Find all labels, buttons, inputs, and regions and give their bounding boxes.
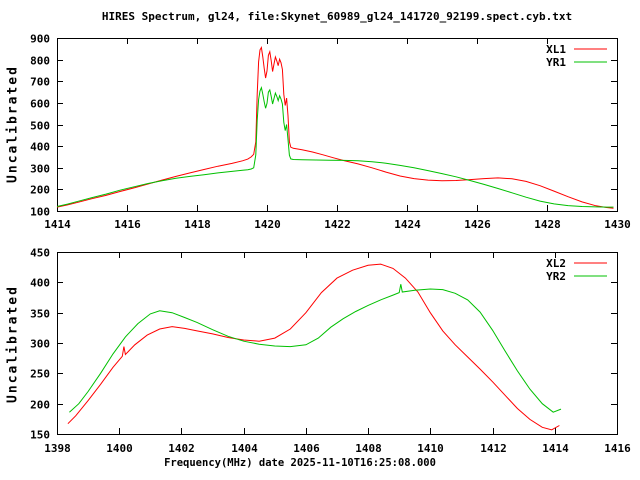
x-tick-label: 1406 bbox=[293, 442, 320, 455]
y-tick-label: 100 bbox=[30, 206, 50, 219]
x-tick-label: 1428 bbox=[534, 218, 561, 231]
y-tick-label: 150 bbox=[30, 429, 50, 442]
y-tick-label: 200 bbox=[30, 184, 50, 197]
x-tick-label: 1410 bbox=[417, 442, 444, 455]
y-tick-label: 200 bbox=[30, 399, 50, 412]
series-line-XL2 bbox=[67, 263, 560, 431]
x-tick-label: 1414 bbox=[542, 442, 569, 455]
series-line-YR1 bbox=[56, 86, 614, 208]
y-tick-label: 600 bbox=[30, 98, 50, 111]
x-tick-label: 1408 bbox=[355, 442, 382, 455]
legend-label-XL2: XL2 bbox=[546, 257, 566, 270]
x-tick-label: 1402 bbox=[168, 442, 195, 455]
y-tick-label: 450 bbox=[30, 247, 50, 260]
x-tick-label: 1414 bbox=[44, 218, 71, 231]
y-tick-label: 500 bbox=[30, 120, 50, 133]
x-tick-label: 1426 bbox=[464, 218, 491, 231]
series-line-YR2 bbox=[69, 284, 562, 413]
y-tick-label: 400 bbox=[30, 141, 50, 154]
y-tick-label: 700 bbox=[30, 76, 50, 89]
top-spectrum-plot: 1414 1416 1418 1420 1422 1424 1426 1428 1430 100 2… bbox=[30, 33, 631, 232]
y-tick-label: 300 bbox=[30, 338, 50, 351]
legend-label-YR1: YR1 bbox=[546, 56, 566, 69]
y-tick-label: 250 bbox=[30, 368, 50, 381]
x-tick-label: 1416 bbox=[604, 442, 631, 455]
x-tick-label: 1416 bbox=[114, 218, 141, 231]
legend-label-YR2: YR2 bbox=[546, 270, 566, 283]
x-tick-label: 1412 bbox=[480, 442, 507, 455]
x-tick-label: 1420 bbox=[254, 218, 281, 231]
bottom-spectrum-plot: 1398 1400 1402 1404 1406 1408 1410 1412 1414 1416… bbox=[30, 247, 631, 456]
x-tick-label: 1400 bbox=[106, 442, 133, 455]
y-tick-label: 800 bbox=[30, 55, 50, 68]
x-tick-label: 1418 bbox=[184, 218, 211, 231]
x-tick-label: 1422 bbox=[324, 218, 351, 231]
x-tick-label: 1430 bbox=[604, 218, 631, 231]
y-tick-label: 300 bbox=[30, 163, 50, 176]
x-tick-label: 1404 bbox=[231, 442, 258, 455]
x-axis-label: Frequency(MHz) date 2025-11-10T16:25:08.… bbox=[164, 457, 436, 469]
chart-title: HIRES Spectrum, gl24, file:Skynet_60989_… bbox=[101, 10, 573, 23]
y-tick-label: 350 bbox=[30, 308, 50, 321]
y-tick-label: 900 bbox=[30, 33, 50, 46]
y-tick-label: 400 bbox=[30, 277, 50, 290]
series-line-XL1 bbox=[56, 46, 614, 209]
legend-label-XL1: XL1 bbox=[546, 43, 566, 56]
bottom-spectrum-plot-border bbox=[57, 252, 618, 435]
x-tick-label: 1398 bbox=[44, 442, 71, 455]
x-tick-label: 1424 bbox=[394, 218, 421, 231]
